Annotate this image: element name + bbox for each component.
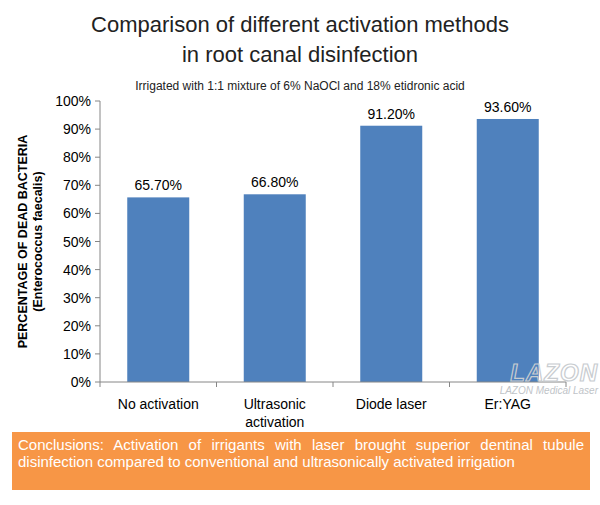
watermark-text: LAZON Medical Laser	[500, 385, 599, 396]
y-tick-label: 60%	[63, 205, 91, 221]
y-tick	[95, 185, 100, 186]
data-label: 65.70%	[135, 177, 182, 193]
subtitle: Irrigated with 1:1 mixture of 6% NaOCl a…	[135, 79, 465, 93]
x-tick-label: Ultrasonic activation	[244, 396, 306, 430]
conclusion: Conclusions: Activation of irrigants wit…	[12, 432, 590, 490]
bars	[127, 119, 539, 382]
title: Comparison of different activation metho…	[91, 12, 509, 37]
y-tick-label: 100%	[55, 93, 91, 109]
y-tick	[95, 297, 100, 298]
y-tick	[95, 241, 100, 242]
x-tick	[333, 382, 334, 387]
data-label: 66.80%	[251, 174, 298, 190]
title: in root canal disinfection	[182, 42, 418, 67]
y-tick-label: 50%	[63, 234, 91, 250]
y-tick	[95, 353, 100, 354]
y-tick	[95, 129, 100, 130]
bar	[477, 119, 539, 382]
y-tick	[95, 325, 100, 326]
y-tick	[95, 213, 100, 214]
y-tick-label: 40%	[63, 262, 91, 278]
y-tick-label: 0%	[71, 374, 91, 390]
y-tick-label: 20%	[63, 318, 91, 334]
x-tick	[449, 382, 450, 387]
y-tick	[95, 382, 100, 383]
y-tick	[95, 269, 100, 270]
bar	[244, 194, 306, 382]
x-tick-label-line: Ultrasonic	[244, 396, 306, 412]
x-tick-label: Diode laser	[356, 396, 427, 412]
x-tick	[100, 382, 101, 387]
y-axis-label: (Enterococcus faecalis)	[31, 171, 45, 311]
x-tick-label-line: Diode laser	[356, 396, 427, 412]
y-axis	[100, 101, 101, 382]
data-label: 93.60%	[484, 99, 531, 115]
data-label: 91.20%	[368, 106, 415, 122]
y-tick	[95, 101, 100, 102]
x-tick	[216, 382, 217, 387]
x-tick-label-line: activation	[245, 414, 304, 430]
x-tick-label-line: Er:YAG	[485, 396, 531, 412]
watermark-logo: LAZON	[510, 359, 598, 386]
bar	[360, 126, 422, 382]
x-tick-label: Er:YAG	[485, 396, 531, 412]
y-tick-label: 10%	[63, 346, 91, 362]
y-tick-label: 90%	[63, 121, 91, 137]
y-tick-label: 70%	[63, 177, 91, 193]
bar	[127, 197, 189, 382]
y-axis-label: PERCENTAGE OF DEAD BACTERIA	[16, 135, 30, 349]
x-tick-label: No activation	[118, 396, 199, 412]
y-tick-label: 80%	[63, 149, 91, 165]
y-tick-label: 30%	[63, 290, 91, 306]
chart: Comparison of different activation metho…	[0, 0, 600, 505]
x-tick-label-line: No activation	[118, 396, 199, 412]
y-tick	[95, 157, 100, 158]
